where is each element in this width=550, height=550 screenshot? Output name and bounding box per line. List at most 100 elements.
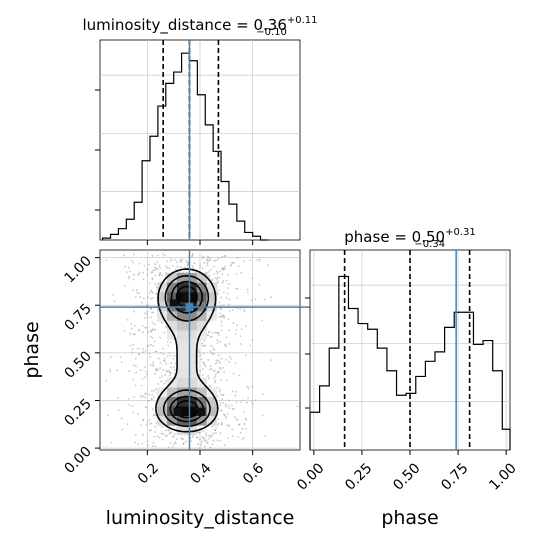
- sample-point: [154, 263, 156, 265]
- sample-point: [142, 271, 145, 274]
- sample-point: [208, 270, 211, 273]
- sample-point: [165, 369, 168, 372]
- sample-point: [245, 427, 247, 430]
- sample-point: [153, 323, 156, 325]
- x-tick-label: 0.2: [135, 460, 162, 487]
- sample-point: [199, 369, 202, 372]
- sample-point: [168, 267, 171, 270]
- sample-point: [141, 301, 143, 304]
- sample-point: [134, 384, 137, 387]
- sample-point: [200, 443, 202, 446]
- sample-point: [239, 335, 242, 338]
- sample-point: [121, 428, 123, 431]
- sample-point: [139, 369, 142, 372]
- sample-point: [238, 374, 241, 377]
- sample-point: [214, 429, 217, 431]
- sample-point: [242, 436, 245, 439]
- sample-point: [122, 254, 125, 257]
- sample-point: [173, 443, 175, 446]
- sample-point: [195, 436, 198, 439]
- sample-point: [132, 378, 135, 381]
- sample-point: [244, 417, 247, 420]
- sample-point: [225, 296, 228, 299]
- sample-point: [226, 413, 229, 415]
- sample-point: [179, 266, 182, 269]
- sample-point: [228, 425, 230, 428]
- sample-point: [227, 287, 230, 289]
- sample-point: [246, 385, 249, 388]
- histogram-step: [309, 275, 511, 450]
- density-cell: [196, 301, 207, 312]
- sample-point: [220, 320, 223, 323]
- sample-point: [261, 414, 264, 417]
- sample-point: [204, 345, 207, 347]
- sample-point: [230, 358, 233, 360]
- density-cell: [157, 406, 168, 417]
- sample-point: [251, 338, 254, 341]
- sample-point: [170, 258, 173, 261]
- sample-point: [173, 425, 176, 428]
- density-cell: [206, 291, 217, 302]
- sample-point: [149, 308, 152, 310]
- sample-point: [169, 259, 172, 262]
- y-tick-label: 0.50: [61, 348, 94, 381]
- sample-point: [216, 272, 219, 275]
- sample-point: [137, 273, 140, 276]
- sample-point: [207, 437, 210, 440]
- sample-point: [165, 362, 168, 365]
- sample-point: [217, 424, 220, 427]
- sample-point: [227, 274, 230, 276]
- sample-point: [174, 362, 177, 365]
- sample-point: [248, 344, 251, 347]
- sample-point: [207, 359, 210, 361]
- sample-point: [214, 381, 217, 384]
- sample-point: [206, 441, 208, 444]
- sample-point: [224, 265, 226, 268]
- sample-point: [109, 368, 111, 371]
- sample-point: [211, 331, 214, 334]
- sample-point: [219, 404, 222, 406]
- sample-point: [199, 447, 201, 449]
- sample-point: [242, 399, 245, 402]
- sample-point: [222, 304, 225, 307]
- sample-point: [191, 267, 194, 270]
- sample-point: [247, 397, 250, 400]
- sample-point: [199, 354, 202, 357]
- sample-point: [133, 253, 135, 256]
- truth-marker: [185, 303, 194, 312]
- histogram-steps: [102, 52, 269, 241]
- sample-point: [154, 425, 157, 428]
- sample-point: [201, 436, 204, 439]
- sample-point: [223, 370, 226, 373]
- sample-point: [220, 329, 223, 332]
- sample-point: [179, 260, 182, 262]
- sample-point: [110, 441, 113, 444]
- sample-point: [151, 328, 154, 331]
- sample-point: [136, 413, 139, 416]
- sample-point: [152, 414, 155, 417]
- sample-point: [120, 360, 123, 363]
- sample-point: [220, 296, 222, 299]
- sample-point: [139, 424, 142, 427]
- sample-point: [180, 438, 183, 440]
- sample-point: [148, 292, 151, 295]
- sample-point: [240, 328, 243, 331]
- sample-point: [151, 321, 154, 324]
- sample-point: [203, 364, 206, 366]
- sample-point: [214, 373, 217, 375]
- sample-point: [151, 398, 153, 401]
- sample-point: [227, 318, 230, 320]
- sample-point: [138, 291, 141, 294]
- sample-point: [246, 288, 249, 291]
- sample-point: [182, 442, 185, 445]
- sample-point: [206, 264, 209, 267]
- sample-point: [150, 335, 152, 338]
- sample-point: [212, 265, 215, 268]
- density-cell: [186, 358, 198, 369]
- sample-point: [161, 438, 164, 441]
- joint-contour-panel: 0.2 0.4 0.6 0.00 0.25 0.50 0.75 1.00 luminosity…: [21, 249, 510, 529]
- sample-point: [135, 289, 138, 292]
- sample-point: [136, 347, 139, 350]
- sample-point: [160, 380, 163, 383]
- sample-point: [205, 434, 208, 437]
